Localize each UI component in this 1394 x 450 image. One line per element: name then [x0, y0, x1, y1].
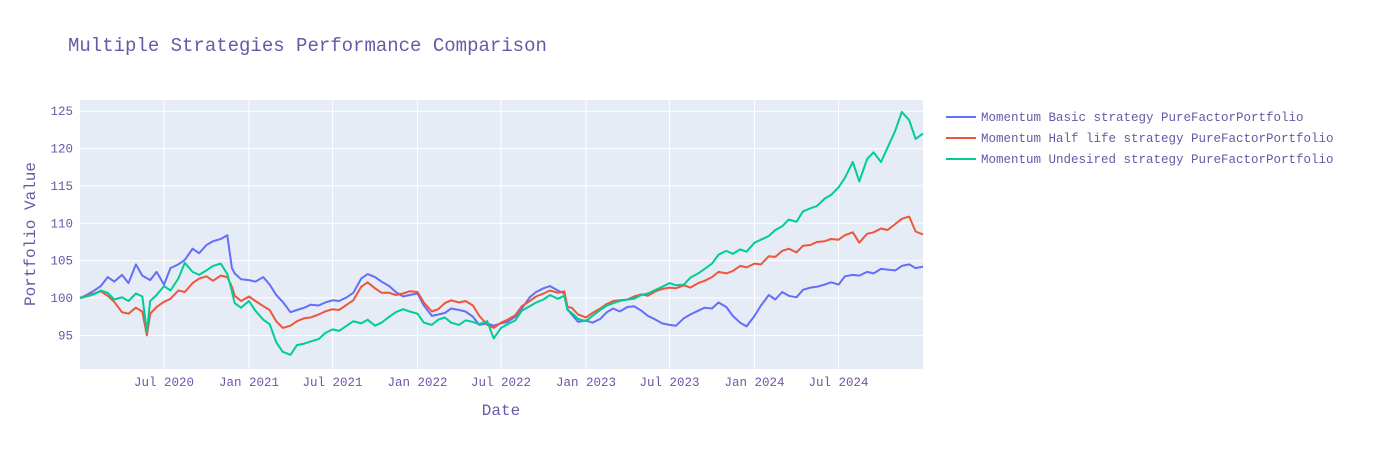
- x-tick-labels: Jul 2020 Jan 2021 Jul 2021 Jan 2022 Jul 2022…: [134, 376, 869, 390]
- gridlines: [80, 100, 923, 369]
- x-tick-label: Jul 2021: [303, 376, 363, 390]
- legend-item-3[interactable]: Momentum Undesired strategy PureFactorPo…: [946, 153, 1334, 167]
- chart-title: Multiple Strategies Performance Comparis…: [68, 35, 547, 57]
- x-tick-label: Jul 2023: [640, 376, 700, 390]
- legend[interactable]: Momentum Basic strategy PureFactorPortfo…: [946, 111, 1334, 167]
- y-tick-label: 120: [50, 143, 73, 157]
- y-tick-label: 105: [50, 255, 73, 269]
- y-tick-label: 125: [50, 105, 73, 119]
- series-line-2: [79, 215, 924, 337]
- y-tick-label: 110: [50, 217, 73, 231]
- legend-item-1[interactable]: Momentum Basic strategy PureFactorPortfo…: [946, 111, 1304, 125]
- legend-label: Momentum Basic strategy PureFactorPortfo…: [981, 111, 1304, 125]
- y-tick-label: 100: [50, 292, 73, 306]
- x-tick-label: Jul 2024: [809, 376, 869, 390]
- y-tick-label: 95: [58, 329, 73, 343]
- x-axis-title: Date: [482, 402, 520, 420]
- legend-item-2[interactable]: Momentum Half life strategy PureFactorPo…: [946, 132, 1334, 146]
- x-tick-label: Jan 2021: [219, 376, 279, 390]
- y-tick-labels: 95 100 105 110 115 120 125: [50, 105, 73, 343]
- legend-label: Momentum Undesired strategy PureFactorPo…: [981, 153, 1334, 167]
- x-tick-label: Jul 2022: [471, 376, 531, 390]
- y-tick-label: 115: [50, 180, 73, 194]
- legend-label: Momentum Half life strategy PureFactorPo…: [981, 132, 1334, 146]
- series-lines: [79, 111, 924, 356]
- x-tick-label: Jan 2023: [556, 376, 616, 390]
- y-axis-title: Portfolio Value: [22, 162, 40, 306]
- x-tick-label: Jan 2024: [724, 376, 784, 390]
- series-line-3: [79, 111, 924, 356]
- x-tick-label: Jan 2022: [387, 376, 447, 390]
- x-tick-label: Jul 2020: [134, 376, 194, 390]
